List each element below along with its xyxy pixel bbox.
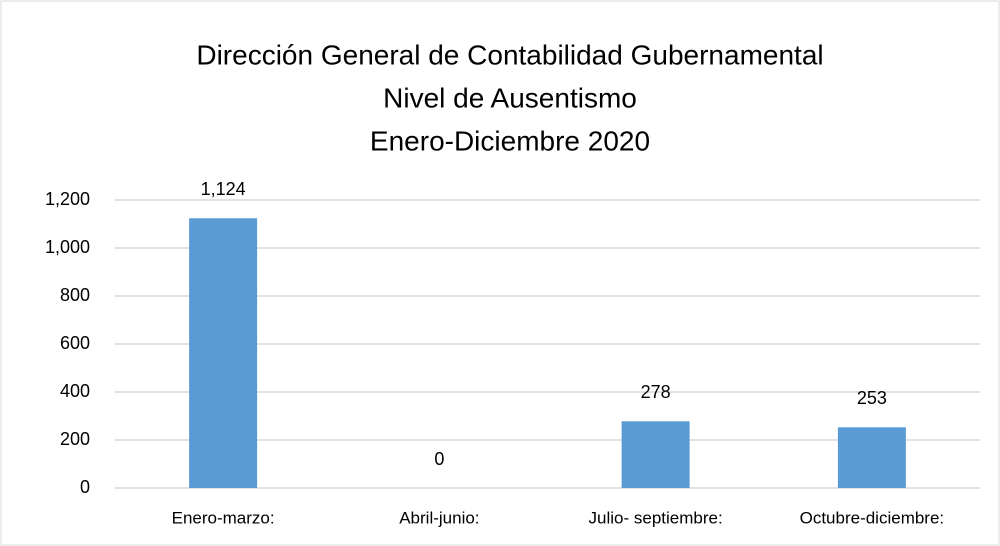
- y-tick-label: 1,000: [45, 237, 90, 257]
- chart-title: Enero-Diciembre 2020: [370, 125, 650, 156]
- bar: [189, 218, 258, 489]
- y-tick-label: 200: [60, 429, 90, 449]
- y-tick-label: 0: [80, 477, 90, 497]
- y-tick-label: 400: [60, 381, 90, 401]
- value-label: 0: [434, 449, 444, 469]
- chart-title: Dirección General de Contabilidad Gubern…: [196, 39, 823, 70]
- chart-title: Nivel de Ausentismo: [383, 82, 637, 113]
- bar: [837, 427, 906, 488]
- x-tick-label: Octubre-diciembre:: [800, 508, 945, 527]
- x-tick-label: Abril-junio:: [399, 508, 479, 527]
- y-tick-label: 1,200: [45, 189, 90, 209]
- value-label: 1,124: [201, 179, 246, 199]
- x-tick-label: Enero-marzo:: [172, 508, 275, 527]
- bar: [621, 421, 690, 488]
- value-label: 253: [857, 388, 887, 408]
- value-label: 278: [641, 382, 671, 402]
- y-tick-label: 600: [60, 333, 90, 353]
- y-tick-label: 800: [60, 285, 90, 305]
- x-tick-label: Julio- septiembre:: [589, 508, 723, 527]
